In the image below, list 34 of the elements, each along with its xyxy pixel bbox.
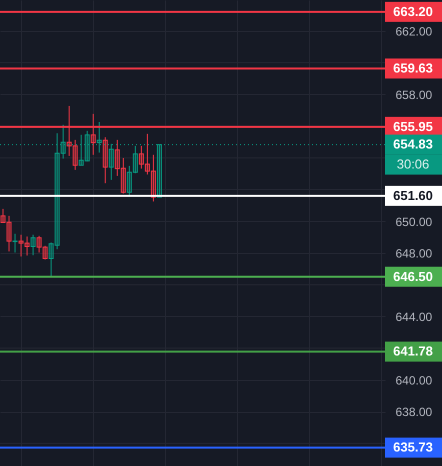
ref-line-label: 663.20 xyxy=(393,4,433,19)
ref-line-label: 654.83 xyxy=(393,136,433,152)
text: 30:06 xyxy=(396,156,430,172)
candlestick xyxy=(102,136,108,184)
y-tick-label: 662.00 xyxy=(396,24,433,38)
candlestick xyxy=(42,245,48,260)
candlestick xyxy=(72,139,78,170)
ref-line-label: 655.95 xyxy=(393,118,433,134)
candlestick xyxy=(30,234,36,256)
candlestick xyxy=(18,234,24,257)
ref-line-label: 646.50 xyxy=(393,268,433,284)
ref-line-label: 641.78 xyxy=(393,344,433,359)
y-tick-label: 640.00 xyxy=(396,373,433,388)
y-tick-label: 650.00 xyxy=(396,214,433,229)
candlestick xyxy=(24,236,30,256)
ref-line-label: 651.60 xyxy=(393,188,433,203)
candlestick xyxy=(144,133,150,175)
ref-line-label: 659.63 xyxy=(393,60,433,76)
y-tick-label: 648.00 xyxy=(396,246,433,260)
candlestick xyxy=(126,165,132,196)
candlestick xyxy=(12,233,18,254)
candlestick xyxy=(120,157,126,194)
y-tick-label: 638.00 xyxy=(396,405,433,420)
y-tick-label: 644.00 xyxy=(396,310,433,324)
candlestick xyxy=(114,139,120,176)
y-tick-label: 658.00 xyxy=(396,88,433,102)
ref-line-label: 635.73 xyxy=(393,440,433,455)
candlestick xyxy=(150,154,156,202)
candlestick xyxy=(132,145,138,174)
candlestick xyxy=(0,208,6,224)
candlestick xyxy=(138,145,144,170)
candlestick xyxy=(6,215,12,252)
candlestick xyxy=(48,242,54,278)
candlestick xyxy=(36,235,42,254)
